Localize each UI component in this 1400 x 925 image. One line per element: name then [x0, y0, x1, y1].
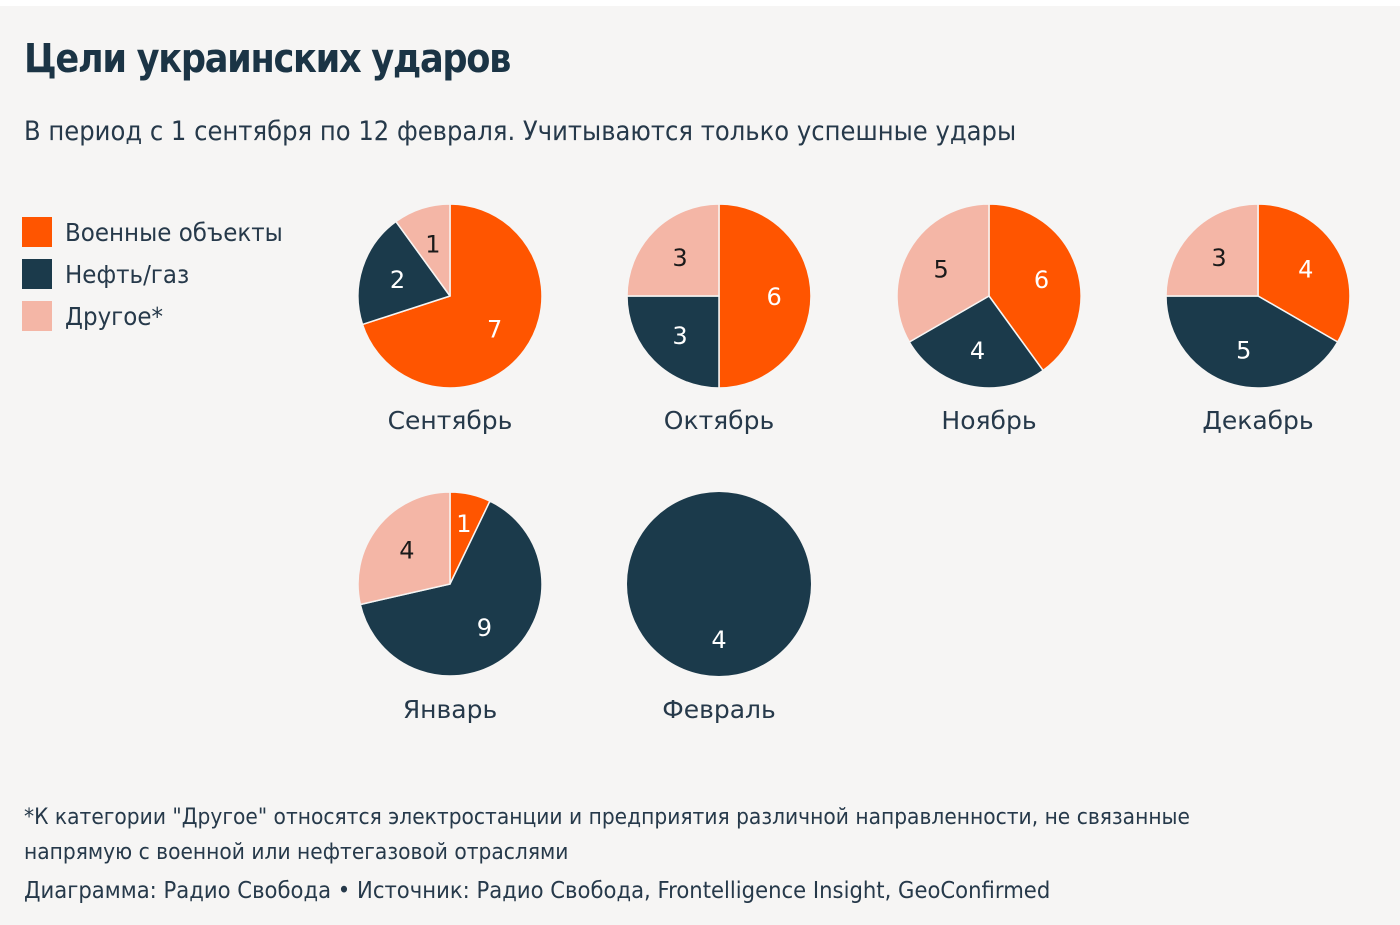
- slice-value-label: 6: [1034, 266, 1049, 294]
- source-credit: Диаграмма: Радио Свобода • Источник: Рад…: [24, 878, 1051, 904]
- pie-slice-military: [988, 203, 1082, 372]
- pie-slice-military: [361, 203, 543, 389]
- slice-value-label: 3: [672, 322, 687, 350]
- slice-value-label: 9: [477, 614, 492, 642]
- pie-3: 6 4 5 Ноябрь: [896, 203, 1082, 435]
- legend-swatch-other: [22, 301, 52, 331]
- footnote-line-1: *К категории "Другое" относятся электрос…: [24, 805, 1190, 830]
- pie-slice-other: [357, 491, 451, 606]
- pie-slice-other: [1165, 203, 1259, 297]
- pie-slice-other: [896, 203, 990, 343]
- pie-slice-other: [395, 203, 451, 297]
- legend-label-other: Другое*: [65, 301, 163, 331]
- pie-slice-other: [626, 203, 720, 297]
- pie-2: 6 3 3 Октябрь: [626, 203, 812, 435]
- pie-6: 4 Февраль: [627, 492, 811, 724]
- slice-value-label: 4: [1298, 255, 1313, 283]
- slice-value-label: 3: [1211, 244, 1226, 272]
- slice-value-label: 1: [425, 231, 440, 259]
- slice-value-label: 4: [970, 337, 985, 365]
- legend-label-oil-gas: Нефть/газ: [65, 259, 190, 289]
- slice-value-label: 4: [399, 537, 414, 565]
- slice-value-label: 7: [487, 315, 502, 343]
- pie-slice-oil-gas: [908, 295, 1044, 389]
- legend-item-military: Военные объекты: [22, 211, 302, 253]
- slice-value-label: 5: [1236, 336, 1251, 364]
- pie-1: 7 21 Сентябрь: [357, 203, 543, 435]
- legend-swatch-military: [22, 217, 52, 247]
- pie-slice-oil-gas: [627, 492, 811, 676]
- slice-value-label: 3: [672, 244, 687, 272]
- slice-value-label: 5: [934, 255, 949, 283]
- month-label: Декабрь: [1202, 406, 1313, 435]
- legend: Военные объекты Нефть/газ Другое*: [22, 211, 302, 337]
- chart-title: Цели украинских ударов: [24, 36, 511, 82]
- chart-subtitle: В период с 1 сентября по 12 февраля. Учи…: [24, 116, 1017, 147]
- legend-swatch-oil-gas: [22, 259, 52, 289]
- pie-slice-oil-gas: [359, 500, 543, 677]
- footnote: *К категории "Другое" относятся электрос…: [24, 800, 1374, 870]
- pie-slice-oil-gas: [626, 295, 720, 389]
- footnote-line-2: напрямую с военной или нефтегазовой отра…: [24, 840, 569, 865]
- slice-value-label: 4: [711, 626, 726, 654]
- month-label: Сентябрь: [388, 406, 513, 435]
- pie-slice-military: [718, 203, 812, 389]
- pie-slice-oil-gas: [1165, 295, 1339, 389]
- month-label: Февраль: [662, 695, 776, 724]
- month-label: Январь: [403, 695, 497, 724]
- pie-slice-oil-gas: [357, 220, 451, 326]
- chart-card: Цели украинских ударов В период с 1 сент…: [0, 6, 1400, 925]
- slice-value-label: 1: [456, 510, 471, 538]
- pie-5: 1 9 4 Январь: [357, 491, 543, 724]
- slice-value-label: 2: [390, 266, 405, 294]
- legend-item-other: Другое*: [22, 295, 302, 337]
- legend-label-military: Военные объекты: [65, 217, 283, 247]
- month-label: Ноябрь: [941, 406, 1036, 435]
- legend-item-oil-gas: Нефть/газ: [22, 253, 302, 295]
- pie-slice-military: [1257, 203, 1351, 343]
- slice-value-label: 6: [767, 283, 782, 311]
- month-label: Октябрь: [664, 406, 774, 435]
- pie-4: 4 5 3 Декабрь: [1165, 203, 1351, 435]
